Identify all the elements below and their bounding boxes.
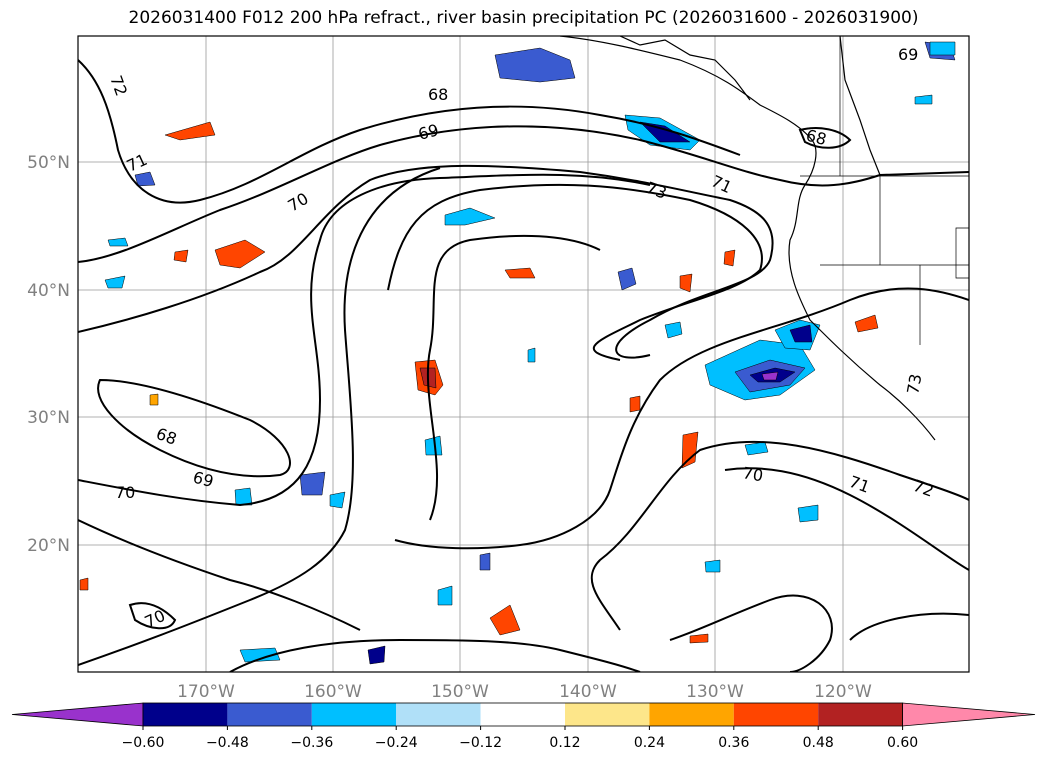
colorbar-tick-label: 0.24 — [634, 735, 665, 751]
lat-label: 40°N — [27, 281, 70, 301]
contour-label: 70 — [741, 463, 764, 485]
colorbar-tick-label: 0.60 — [887, 735, 918, 751]
colorbar-segment — [227, 703, 312, 726]
colorbar-segment — [311, 703, 397, 726]
colorbar-segment — [818, 703, 903, 726]
lon-label: 120°W — [814, 682, 872, 702]
lat-label: 30°N — [27, 408, 70, 428]
contour-label: 68 — [804, 126, 829, 150]
contour-label: 73 — [903, 372, 925, 395]
colorbar-tick-label: 0.12 — [549, 735, 580, 751]
colorbar-tick-label: 0.36 — [718, 735, 749, 751]
contour-label: 69 — [191, 468, 216, 492]
map-frame — [77, 35, 970, 673]
political-borders — [800, 36, 969, 345]
colorbar-segment — [480, 703, 565, 726]
colorbar-tick-label: 0.48 — [803, 735, 834, 751]
coastlines — [559, 36, 936, 441]
colorbar-segment — [649, 703, 734, 726]
contour-label: 70 — [115, 483, 135, 502]
colorbar-tick-label: −0.60 — [122, 735, 165, 751]
colorbar-extend-low — [11, 702, 144, 727]
colorbar-extend-high — [902, 702, 1036, 727]
colorbar-segment — [565, 703, 650, 726]
lon-label: 150°W — [431, 682, 489, 702]
map-panel — [78, 36, 969, 672]
lat-labels: 50°N 40°N 30°N 20°N — [27, 153, 70, 556]
colorbar-segment — [396, 703, 481, 726]
lon-labels: 170°W 160°W 150°W 140°W 130°W 120°W — [177, 682, 872, 702]
lon-label: 130°W — [686, 682, 744, 702]
contour-label: 69 — [416, 120, 441, 144]
colorbar-frame — [142, 702, 903, 727]
precip-patches — [79, 41, 956, 665]
colorbar: −0.60 −0.48 −0.36 −0.24 −0.12 0.12 0.24 0.36 0.4… — [11, 702, 1036, 751]
lon-label: 140°W — [559, 682, 617, 702]
colorbar-tick-label: −0.36 — [290, 735, 333, 751]
colorbar-tick-label: −0.48 — [206, 735, 249, 751]
lon-label: 170°W — [177, 682, 235, 702]
contour-label: 69 — [898, 45, 918, 64]
lat-label: 50°N — [27, 153, 70, 173]
map-title: 2026031400 F012 200 hPa refract., river … — [128, 8, 919, 28]
lat-label: 20°N — [27, 536, 70, 556]
refract-contours — [78, 59, 969, 672]
colorbar-segment — [733, 703, 819, 726]
colorbar-tick-label: −0.12 — [459, 735, 502, 751]
colorbar-segment — [143, 703, 228, 726]
contour-label: 68 — [428, 85, 448, 104]
lon-label: 160°W — [304, 682, 362, 702]
colorbar-tick-label: −0.24 — [375, 735, 418, 751]
